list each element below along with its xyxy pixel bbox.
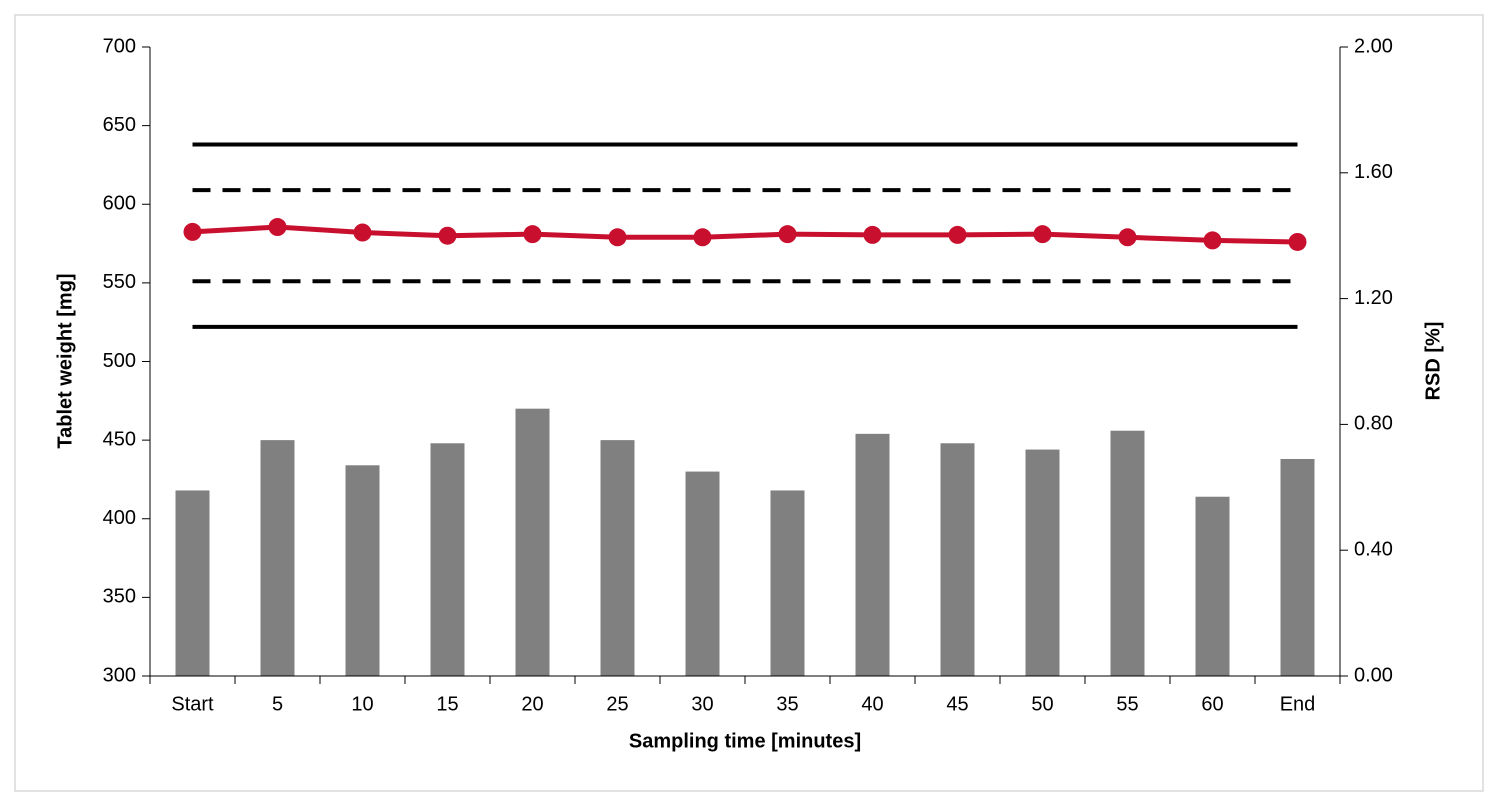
y2-axis-title: RSD [%] (1422, 322, 1444, 401)
line-marker (268, 218, 287, 237)
line-marker (608, 228, 627, 247)
x-tick-label: 20 (521, 693, 543, 715)
chart-frame (14, 14, 1484, 792)
y-tick-label: 700 (103, 35, 136, 57)
y2-tick-label: 2.00 (1354, 35, 1393, 57)
bar (1195, 496, 1230, 676)
y2-tick-label: 1.60 (1354, 161, 1393, 183)
y-tick-label: 500 (103, 350, 136, 372)
x-tick-label: 30 (691, 693, 713, 715)
y2-tick-label: 0.80 (1354, 413, 1393, 435)
x-tick-label: 35 (776, 693, 798, 715)
y2-tick-label: 0.40 (1354, 538, 1393, 560)
x-tick-label: Start (171, 693, 214, 715)
line-marker (948, 225, 967, 244)
line-marker (1118, 228, 1137, 247)
bar (345, 465, 380, 676)
y-axis-title: Tablet weight [mg] (54, 273, 76, 448)
y-tick-label: 600 (103, 193, 136, 215)
line (192, 224, 1298, 245)
line-marker (1203, 231, 1222, 250)
line-marker (183, 222, 202, 241)
bar (430, 443, 465, 676)
line-marker (778, 225, 797, 244)
x-tick-label: 60 (1201, 693, 1223, 715)
y2-tick-label: 1.20 (1354, 287, 1393, 309)
line-marker (1288, 232, 1307, 251)
y-tick-label: 300 (103, 664, 136, 686)
line-marker (863, 225, 882, 244)
x-tick-label: 40 (861, 693, 883, 715)
bar (1280, 458, 1315, 676)
bar (175, 490, 210, 676)
y2-tick-label: 0.00 (1354, 664, 1393, 686)
bar (515, 408, 550, 676)
y-tick-label: 400 (103, 507, 136, 529)
bar (260, 440, 295, 676)
bar (1110, 430, 1145, 676)
x-tick-label: 5 (272, 693, 283, 715)
x-tick-label: 15 (436, 693, 458, 715)
bar (940, 443, 975, 676)
line-marker (523, 225, 542, 244)
x-tick-label: End (1280, 693, 1316, 715)
x-tick-label: 45 (946, 693, 968, 715)
bar (600, 440, 635, 676)
y-tick-label: 350 (103, 586, 136, 608)
line-marker (693, 228, 712, 247)
y-tick-label: 550 (103, 271, 136, 293)
line-marker (438, 226, 457, 245)
bar (685, 471, 720, 676)
bar (770, 490, 805, 676)
x-tick-label: 25 (606, 693, 628, 715)
x-tick-label: 10 (351, 693, 373, 715)
x-tick-label: 55 (1116, 693, 1138, 715)
y-tick-label: 650 (103, 114, 136, 136)
line-marker (353, 223, 372, 242)
x-axis-title: Sampling time [minutes] (629, 730, 861, 752)
y-tick-label: 450 (103, 428, 136, 450)
x-tick-label: 50 (1031, 693, 1053, 715)
bar (855, 433, 890, 676)
line-marker (1033, 225, 1052, 244)
bar (1025, 449, 1060, 676)
